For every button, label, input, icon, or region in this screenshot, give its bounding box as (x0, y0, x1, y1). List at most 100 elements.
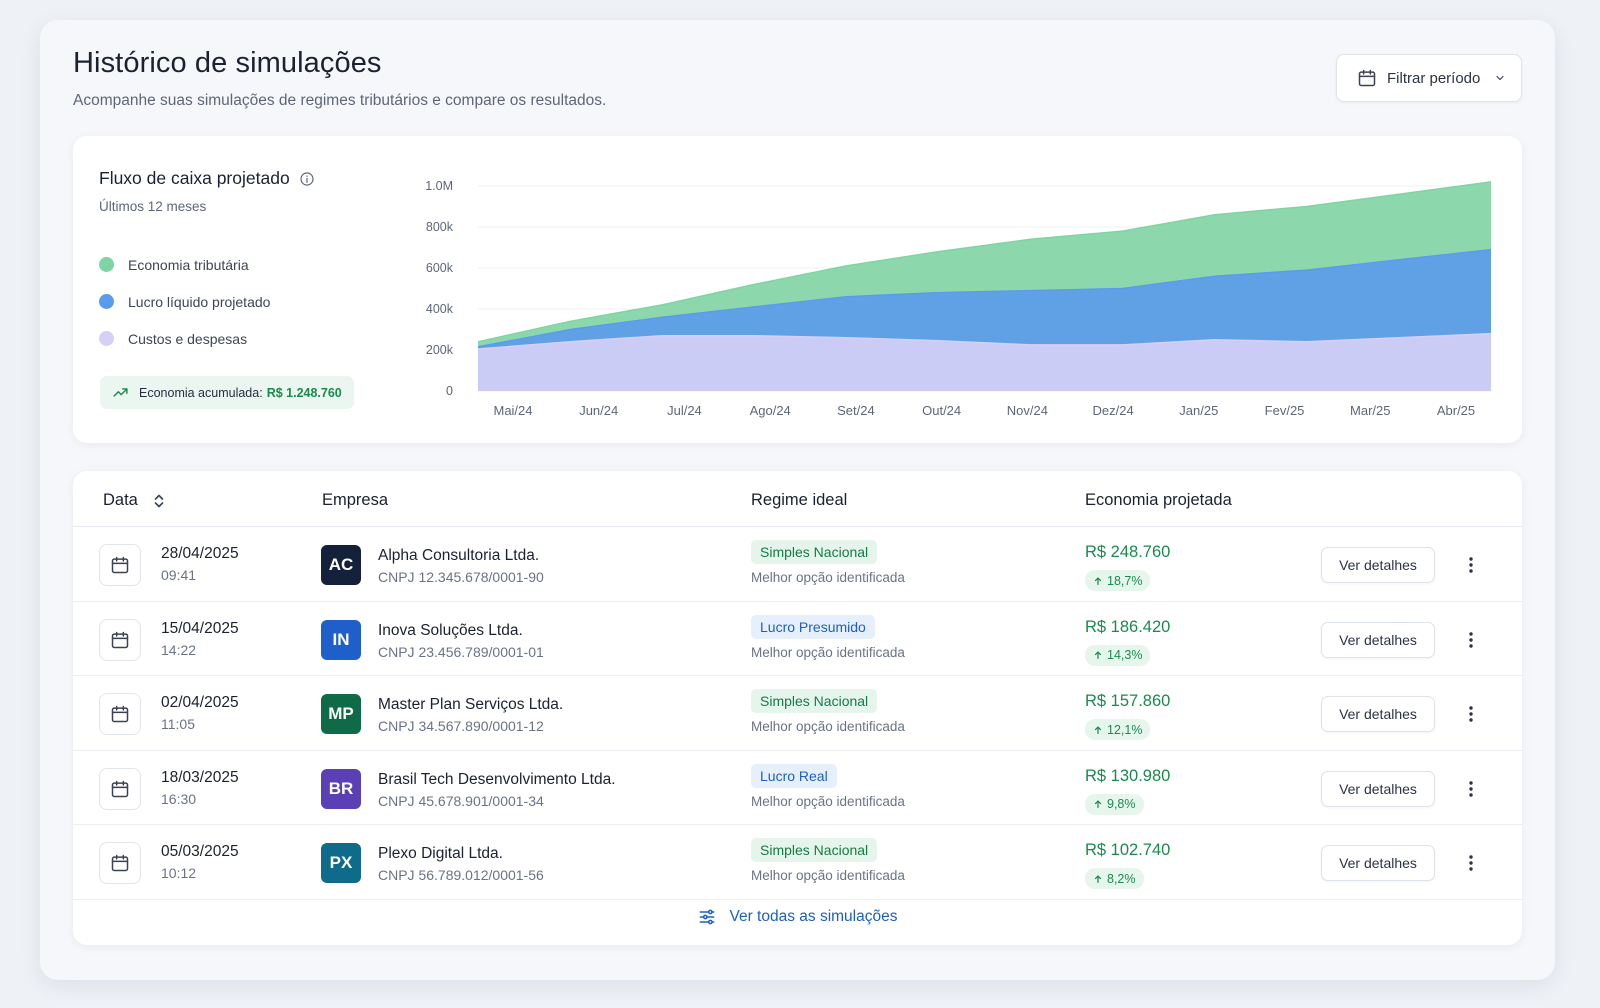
company-name: Inova Soluções Ltda. (378, 621, 523, 639)
view-details-button[interactable]: Ver detalhes (1321, 621, 1435, 658)
savings-percent: 12,1% (1107, 722, 1143, 737)
savings-percent-badge: 8,2% (1085, 868, 1144, 889)
legend-dot (99, 294, 114, 309)
more-options-icon[interactable] (1463, 850, 1479, 876)
projected-savings-value: R$ 130.980 (1085, 766, 1171, 785)
area-series-custos-e-despesas (478, 333, 1491, 391)
savings-percent: 18,7% (1107, 573, 1143, 588)
column-header-label: Data (103, 491, 138, 509)
view-details-button[interactable]: Ver detalhes (1321, 770, 1435, 807)
calendar-icon (99, 544, 141, 586)
page-title: Histórico de simulações (73, 47, 382, 79)
savings-percent: 14,3% (1107, 648, 1143, 662)
column-header-savings: Economia projetada (1085, 491, 1232, 509)
view-all-label: Ver todas as simulações (729, 908, 898, 925)
more-options-icon[interactable] (1463, 776, 1479, 802)
savings-percent: 9,8% (1107, 797, 1136, 811)
savings-percent-badge: 18,7% (1085, 570, 1151, 591)
regime-badge: Simples Nacional (751, 689, 878, 713)
arrow-up-icon (1093, 725, 1103, 735)
regime-badge: Simples Nacional (751, 838, 878, 862)
trending-up-icon (112, 384, 129, 401)
series-line (477, 332, 1492, 350)
savings-percent: 8,2% (1107, 871, 1136, 886)
x-tick-label: Out/24 (922, 403, 961, 418)
legend-label: Economia tributária (128, 256, 249, 273)
x-tick-label: Jul/24 (667, 403, 702, 418)
chart-title-row: Fluxo de caixa projetado (99, 168, 315, 189)
table-row[interactable]: 28/04/2025 09:41 AC Alpha Consultoria Lt… (73, 527, 1522, 602)
projected-savings-value: R$ 102.740 (1085, 841, 1171, 859)
filter-period-label: Filtrar período (1387, 69, 1481, 87)
company-cnpj: CNPJ 45.678.901/0001-34 (378, 792, 544, 809)
regime-badge: Lucro Real (751, 763, 837, 788)
regime-badge: Simples Nacional (751, 540, 878, 564)
table-row[interactable]: 18/03/2025 16:30 BR Brasil Tech Desenvol… (73, 751, 1522, 825)
view-details-button[interactable]: Ver detalhes (1321, 845, 1435, 881)
info-icon[interactable] (299, 171, 315, 187)
x-tick-label: Mar/25 (1350, 403, 1390, 418)
arrow-up-icon (1093, 874, 1103, 884)
savings-percent-badge: 14,3% (1085, 644, 1151, 666)
chart-subtitle: Últimos 12 meses (99, 199, 207, 214)
more-options-icon[interactable] (1463, 627, 1479, 653)
simulation-date: 18/03/2025 (161, 768, 239, 786)
table-row[interactable]: 05/03/2025 10:12 PX Plexo Digital Ltda. … (73, 825, 1522, 900)
legend-item-economia: Economia tributária (99, 246, 270, 283)
simulation-date: 15/04/2025 (161, 619, 239, 637)
legend-dot (99, 331, 114, 346)
simulation-date: 02/04/2025 (161, 694, 239, 711)
simulations-table: Data Empresa Regime ideal Economia proje… (73, 471, 1522, 945)
company-cnpj: CNPJ 34.567.890/0001-12 (378, 718, 544, 734)
regime-note: Melhor opção identificada (751, 793, 905, 809)
calendar-icon (99, 842, 141, 884)
chevron-down-icon (1494, 72, 1506, 84)
savings-percent-badge: 12,1% (1085, 719, 1151, 740)
simulation-time: 09:41 (161, 567, 197, 583)
projected-savings-value: R$ 157.860 (1085, 692, 1171, 710)
calendar-icon (99, 767, 141, 810)
accumulated-savings-label: Economia acumulada: (139, 385, 263, 400)
company-cnpj: CNPJ 23.456.789/0001-01 (378, 643, 544, 660)
company-name: Alpha Consultoria Ltda. (378, 547, 540, 564)
view-all-simulations-link[interactable]: Ver todas as simulações (73, 897, 1522, 937)
company-name: Brasil Tech Desenvolvimento Ltda. (378, 770, 616, 788)
series-line (477, 181, 1492, 343)
accumulated-savings-badge: Economia acumulada: R$ 1.248.760 (100, 376, 354, 409)
legend-label: Custos e despesas (128, 330, 248, 347)
area-chart: 0 200k 400k 600k 800k 1.0M Mai/24 Jun/24 Jul/24 A… (425, 179, 1492, 418)
more-options-icon[interactable] (1463, 701, 1479, 727)
simulation-time: 14:22 (161, 641, 197, 658)
table-header: Data Empresa Regime ideal Economia proje… (73, 471, 1522, 527)
sliders-icon (697, 907, 717, 927)
calendar-icon (99, 693, 141, 735)
regime-badge: Lucro Presumido (751, 614, 875, 639)
y-tick-label: 1.0M (425, 179, 453, 193)
sort-icon[interactable] (152, 493, 166, 509)
column-header-regime: Regime ideal (751, 491, 848, 509)
column-header-company: Empresa (322, 491, 389, 509)
more-options-icon[interactable] (1463, 552, 1479, 578)
legend-dot (99, 257, 114, 272)
filter-period-button[interactable]: Filtrar período (1336, 54, 1522, 102)
simulation-date: 05/03/2025 (161, 843, 239, 860)
company-avatar: AC (321, 545, 361, 585)
company-cnpj: CNPJ 56.789.012/0001-56 (378, 867, 544, 883)
cash-flow-chart-card: Fluxo de caixa projetado Últimos 12 mese… (73, 136, 1522, 443)
company-name: Master Plan Serviços Ltda. (378, 696, 564, 713)
regime-note: Melhor opção identificada (751, 719, 905, 734)
y-tick-label: 200k (426, 343, 454, 357)
x-tick-label: Abr/25 (1437, 403, 1475, 418)
table-row[interactable]: 02/04/2025 11:05 MP Master Plan Serviços… (73, 676, 1522, 751)
table-body: 28/04/2025 09:41 AC Alpha Consultoria Lt… (73, 527, 1522, 900)
table-row[interactable]: 15/04/2025 14:22 IN Inova Soluções Ltda.… (73, 602, 1522, 676)
projected-savings-value: R$ 186.420 (1085, 617, 1171, 636)
company-avatar: BR (321, 768, 361, 809)
column-header-date[interactable]: Data (103, 491, 166, 510)
view-details-button[interactable]: Ver detalhes (1321, 696, 1435, 732)
y-tick-label: 400k (426, 302, 454, 316)
regime-note: Melhor opção identificada (751, 644, 905, 660)
y-tick-label: 600k (426, 261, 454, 275)
x-tick-label: Dez/24 (1092, 403, 1133, 418)
view-details-button[interactable]: Ver detalhes (1321, 547, 1435, 583)
